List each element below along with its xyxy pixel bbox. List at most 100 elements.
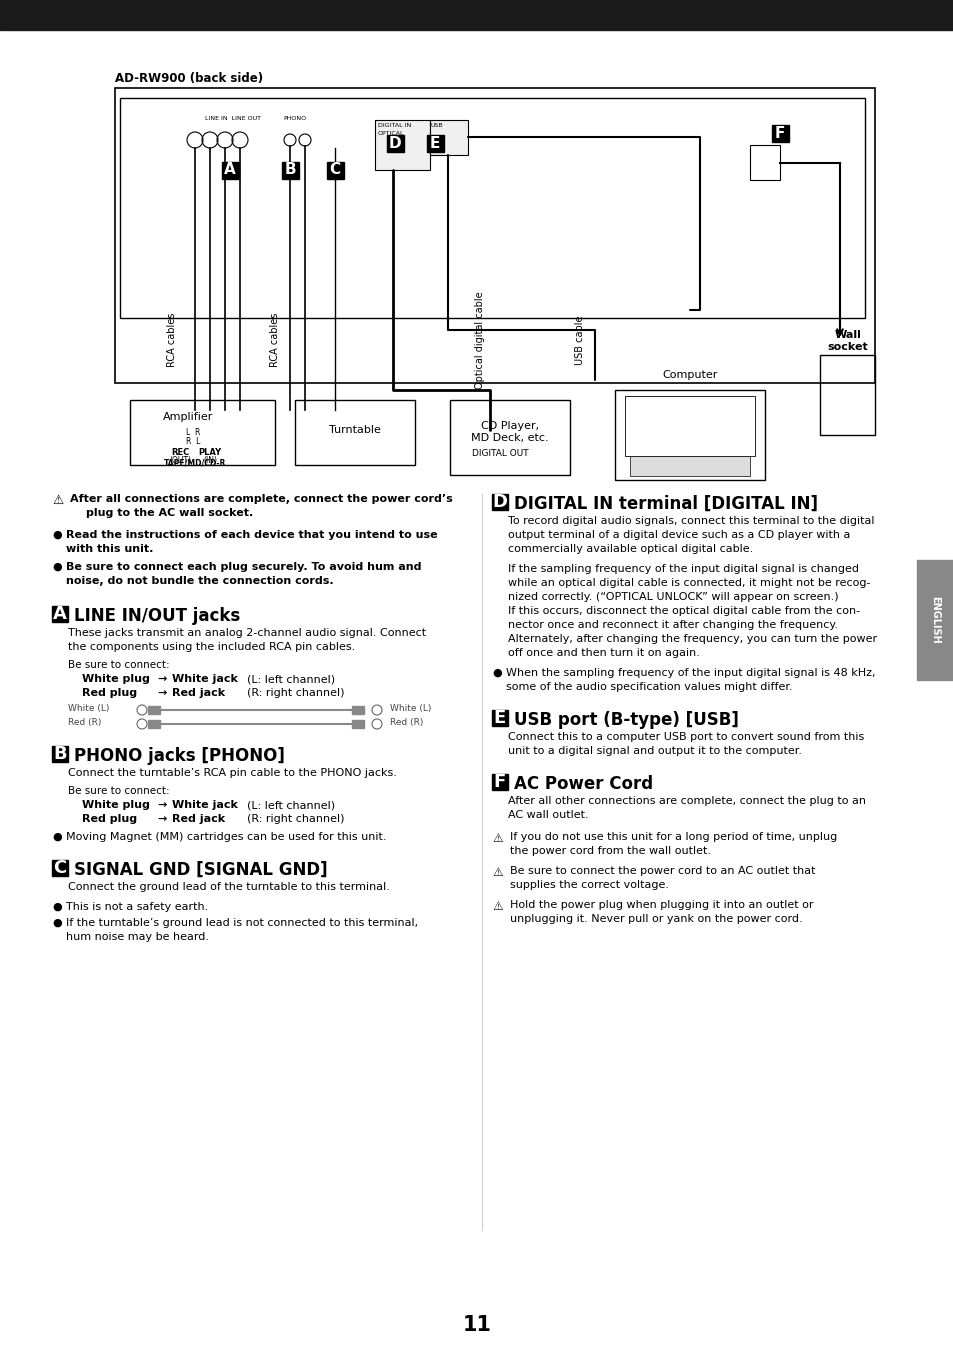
- Bar: [52, 606, 68, 622]
- Text: USB cable: USB cable: [575, 316, 584, 365]
- Text: unplugging it. Never pull or yank on the power cord.: unplugging it. Never pull or yank on the…: [510, 914, 801, 923]
- Text: hum noise may be heard.: hum noise may be heard.: [66, 931, 209, 942]
- Text: ⚠: ⚠: [52, 494, 63, 508]
- Text: (R: right channel): (R: right channel): [247, 688, 344, 698]
- Text: White plug: White plug: [82, 674, 150, 684]
- Text: E: E: [494, 709, 506, 728]
- Text: AC wall outlet.: AC wall outlet.: [507, 810, 588, 819]
- Text: Red plug: Red plug: [82, 688, 137, 698]
- Text: Be sure to connect each plug securely. To avoid hum and: Be sure to connect each plug securely. T…: [66, 562, 421, 572]
- Text: White jack: White jack: [172, 801, 237, 810]
- Bar: [52, 747, 68, 761]
- Text: D: D: [492, 493, 507, 512]
- Text: 11: 11: [462, 1315, 491, 1335]
- Text: CD Player,: CD Player,: [480, 421, 538, 431]
- Text: →: →: [157, 674, 166, 684]
- Text: A: A: [224, 162, 235, 177]
- Text: If you do not use this unit for a long period of time, unplug: If you do not use this unit for a long p…: [510, 832, 837, 842]
- Text: Hold the power plug when plugging it into an outlet or: Hold the power plug when plugging it int…: [510, 900, 813, 910]
- Text: PHONO: PHONO: [283, 116, 306, 122]
- Text: If this occurs, disconnect the optical digital cable from the con-: If this occurs, disconnect the optical d…: [507, 606, 860, 616]
- Text: MD Deck, etc.: MD Deck, etc.: [471, 433, 548, 443]
- Text: plug to the AC wall socket.: plug to the AC wall socket.: [86, 508, 253, 518]
- Text: DIGITAL IN terminal [DIGITAL IN]: DIGITAL IN terminal [DIGITAL IN]: [514, 495, 817, 513]
- Bar: [820, 355, 874, 435]
- Text: Optical digital cable: Optical digital cable: [475, 292, 484, 389]
- Text: F: F: [774, 126, 784, 140]
- Text: →: →: [157, 688, 166, 698]
- Bar: [450, 400, 569, 475]
- Text: TAPE/MD/CD-R: TAPE/MD/CD-R: [164, 458, 226, 467]
- Text: After all other connections are complete, connect the plug to an: After all other connections are complete…: [507, 796, 865, 806]
- Bar: [615, 390, 764, 481]
- Text: Red (R): Red (R): [390, 718, 423, 728]
- Bar: [492, 774, 507, 790]
- Bar: [115, 88, 874, 383]
- Text: C: C: [329, 162, 340, 177]
- Text: some of the audio specification values might differ.: some of the audio specification values m…: [505, 682, 792, 693]
- Text: LINE IN/OUT jacks: LINE IN/OUT jacks: [74, 608, 240, 625]
- Text: This is not a safety earth.: This is not a safety earth.: [66, 902, 208, 913]
- Text: output terminal of a digital device such as a CD player with a: output terminal of a digital device such…: [507, 531, 849, 540]
- Text: Turntable: Turntable: [329, 425, 380, 435]
- Text: If the sampling frequency of the input digital signal is changed: If the sampling frequency of the input d…: [507, 564, 858, 574]
- Text: White jack: White jack: [172, 674, 237, 684]
- Text: OPTICAL: OPTICAL: [377, 131, 404, 136]
- Bar: [0, 0, 953, 30]
- Bar: [492, 710, 507, 726]
- Bar: [327, 162, 344, 180]
- Text: Computer: Computer: [661, 370, 717, 379]
- Text: ●: ●: [52, 531, 62, 540]
- Text: Be sure to connect:: Be sure to connect:: [68, 660, 170, 670]
- Text: Connect the ground lead of the turntable to this terminal.: Connect the ground lead of the turntable…: [68, 882, 390, 892]
- Bar: [52, 860, 68, 876]
- Text: LINE IN  LINE OUT: LINE IN LINE OUT: [205, 116, 261, 122]
- Text: →: →: [157, 801, 166, 810]
- Bar: [120, 99, 864, 319]
- Text: ●: ●: [52, 918, 62, 927]
- Text: Red plug: Red plug: [82, 814, 137, 824]
- Text: while an optical digital cable is connected, it might not be recog-: while an optical digital cable is connec…: [507, 578, 869, 589]
- Text: nector once and reconnect it after changing the frequency.: nector once and reconnect it after chang…: [507, 620, 837, 630]
- Text: supplies the correct voltage.: supplies the correct voltage.: [510, 880, 668, 890]
- Text: B: B: [53, 745, 67, 763]
- Bar: [352, 706, 364, 714]
- Bar: [294, 400, 415, 464]
- Text: White (L): White (L): [68, 703, 110, 713]
- Text: Moving Magnet (MM) cartridges can be used for this unit.: Moving Magnet (MM) cartridges can be use…: [66, 832, 386, 842]
- Text: R  L: R L: [186, 437, 200, 446]
- Text: ENGLISH: ENGLISH: [929, 597, 939, 644]
- Text: To record digital audio signals, connect this terminal to the digital: To record digital audio signals, connect…: [507, 516, 874, 526]
- Text: noise, do not bundle the connection cords.: noise, do not bundle the connection cord…: [66, 576, 334, 586]
- Bar: [148, 706, 160, 714]
- Text: unit to a digital signal and output it to the computer.: unit to a digital signal and output it t…: [507, 747, 801, 756]
- Text: USB: USB: [431, 123, 443, 128]
- Text: When the sampling frequency of the input digital signal is 48 kHz,: When the sampling frequency of the input…: [505, 668, 875, 678]
- Text: (L: left channel): (L: left channel): [247, 674, 335, 684]
- Text: E: E: [430, 135, 439, 150]
- Text: SIGNAL GND [SIGNAL GND]: SIGNAL GND [SIGNAL GND]: [74, 861, 327, 879]
- Text: nized correctly. (“OPTICAL UNLOCK” will appear on screen.): nized correctly. (“OPTICAL UNLOCK” will …: [507, 593, 838, 602]
- Bar: [629, 456, 749, 477]
- Text: ●: ●: [492, 668, 501, 678]
- Text: (L: left channel): (L: left channel): [247, 801, 335, 810]
- Bar: [222, 162, 239, 180]
- Text: Connect this to a computer USB port to convert sound from this: Connect this to a computer USB port to c…: [507, 732, 863, 742]
- Text: PHONO jacks [PHONO]: PHONO jacks [PHONO]: [74, 747, 285, 765]
- Text: A: A: [53, 605, 67, 622]
- Text: ●: ●: [52, 832, 62, 842]
- Text: (OUT): (OUT): [169, 456, 191, 464]
- Text: Be sure to connect the power cord to an AC outlet that: Be sure to connect the power cord to an …: [510, 865, 815, 876]
- Text: White plug: White plug: [82, 801, 150, 810]
- Bar: [130, 400, 274, 464]
- Text: (IN): (IN): [203, 456, 216, 464]
- Bar: [282, 162, 298, 180]
- Text: commercially available optical digital cable.: commercially available optical digital c…: [507, 544, 753, 554]
- Text: L  R: L R: [186, 428, 200, 437]
- Text: ⚠: ⚠: [492, 865, 502, 879]
- Bar: [352, 720, 364, 728]
- Bar: [427, 135, 443, 153]
- Text: B: B: [284, 162, 295, 177]
- Text: Red (R): Red (R): [68, 718, 101, 728]
- Text: C: C: [53, 859, 67, 878]
